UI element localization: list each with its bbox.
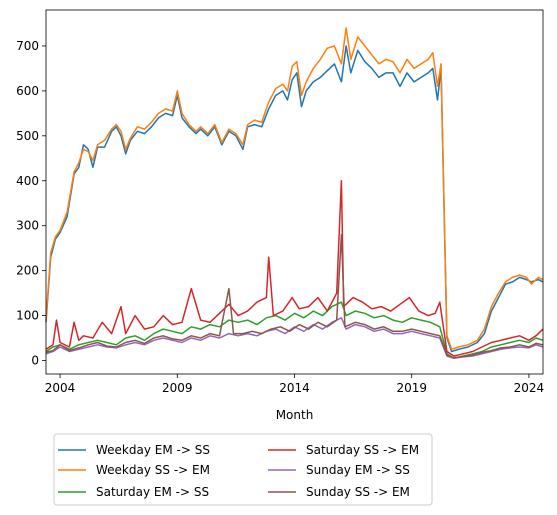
series-line-5 bbox=[45, 233, 544, 359]
y-tick-label: 200 bbox=[16, 264, 39, 278]
legend-box bbox=[53, 433, 433, 506]
legend-label-0: Weekday EM -> SS bbox=[96, 443, 210, 457]
x-axis-ticks: 2004 2009 2014 2019 2024 bbox=[45, 374, 544, 395]
y-tick-label: 400 bbox=[16, 174, 39, 188]
x-tick-label: 2024 bbox=[514, 381, 545, 395]
x-axis-label: Month bbox=[276, 408, 314, 422]
series-line-3 bbox=[45, 180, 544, 357]
x-tick-label: 2009 bbox=[162, 381, 193, 395]
legend-label-3: Saturday SS -> EM bbox=[306, 443, 419, 457]
x-tick-label: 2004 bbox=[45, 381, 76, 395]
y-tick-label: 300 bbox=[16, 219, 39, 233]
y-tick-label: 500 bbox=[16, 129, 39, 143]
legend-items: Weekday EM -> SS Weekday SS -> EM Saturday… bbox=[58, 443, 419, 499]
series-layer bbox=[45, 27, 544, 360]
x-tick-label: 2014 bbox=[279, 381, 310, 395]
y-tick-label: 700 bbox=[16, 39, 39, 53]
legend: Weekday EM -> SS Weekday SS -> EM Saturday… bbox=[53, 433, 433, 506]
legend-label-1: Weekday SS -> EM bbox=[96, 463, 210, 477]
legend-label-4: Sunday EM -> SS bbox=[306, 463, 410, 477]
y-tick-label: 0 bbox=[31, 354, 39, 368]
y-tick-label: 100 bbox=[16, 309, 39, 323]
legend-label-5: Sunday SS -> EM bbox=[306, 485, 410, 499]
y-tick-label: 600 bbox=[16, 84, 39, 98]
series-line-1 bbox=[45, 27, 544, 351]
series-line-0 bbox=[45, 45, 544, 353]
legend-label-2: Saturday EM -> SS bbox=[96, 485, 209, 499]
y-axis-ticks: 0 100 200 300 400 500 600 700 bbox=[16, 39, 46, 368]
series-line-2 bbox=[45, 301, 544, 360]
x-tick-label: 2019 bbox=[396, 381, 427, 395]
